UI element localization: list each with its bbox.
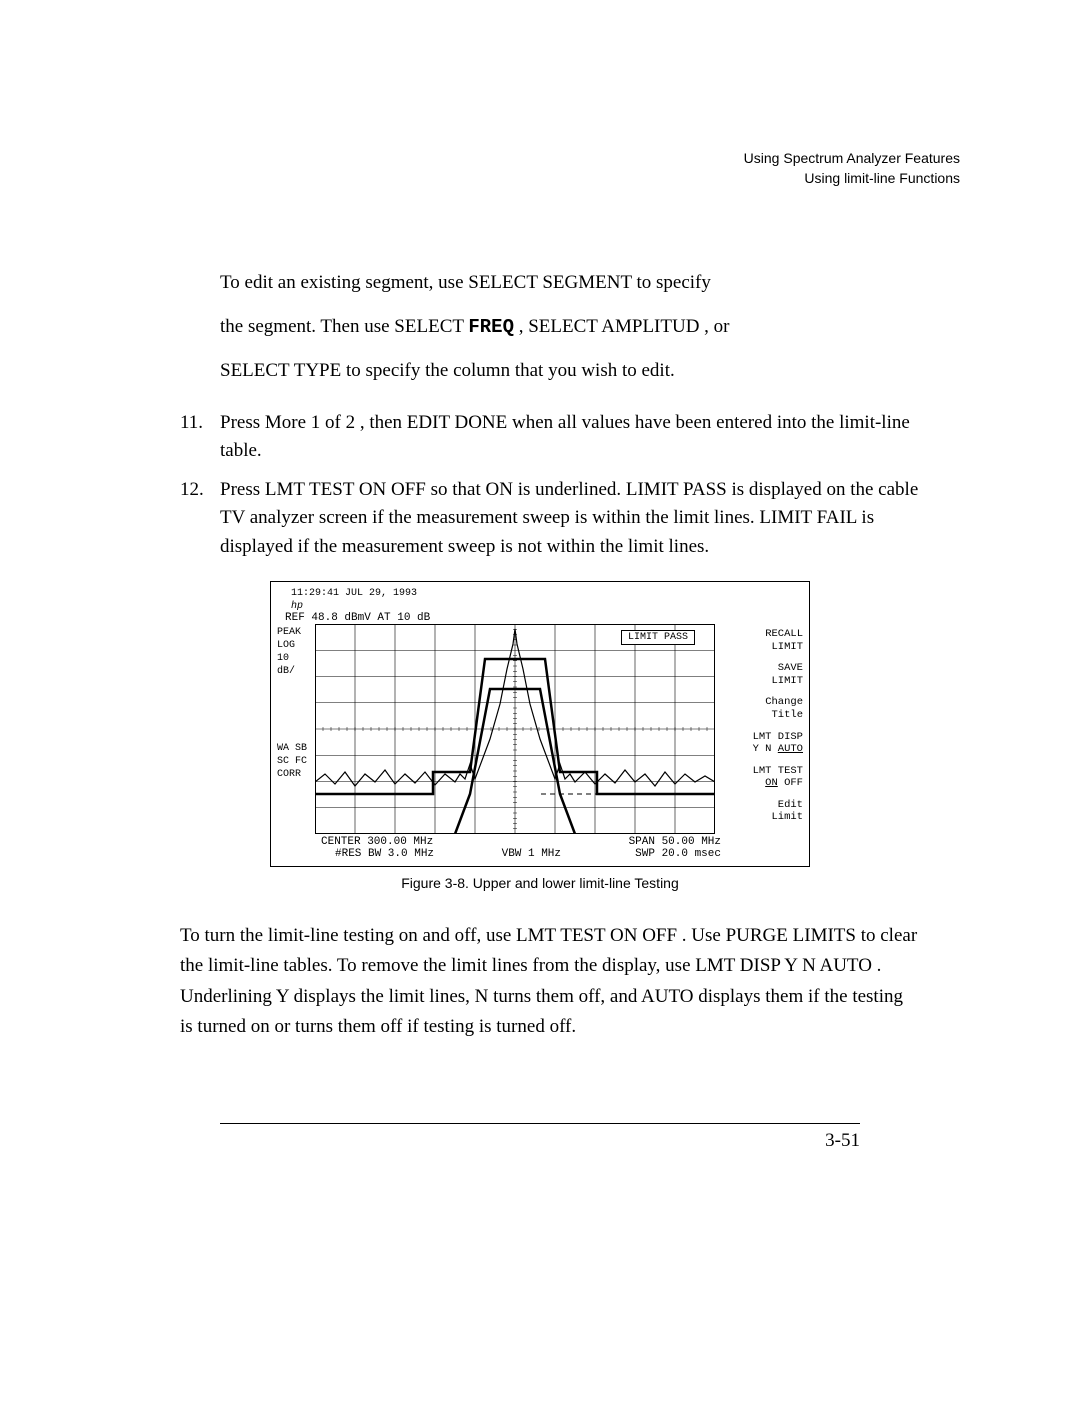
edit-line-2: the segment. Then use SELECT FREQ , SELE… <box>220 310 920 344</box>
page-container: Using Spectrum Analyzer Features Using l… <box>0 0 1080 1212</box>
limit-pass-badge: LIMIT PASS <box>621 630 695 645</box>
turn-off-text: To turn the limit-line testing on and of… <box>180 921 920 1043</box>
label-db: dB/ <box>277 665 315 678</box>
analyzer-plot: LIMIT PASS <box>315 624 715 834</box>
analyzer-timestamp: 11:29:41 JUL 29, 1993 hp <box>291 588 803 610</box>
bottom-left: CENTER 300.00 MHz #RES BW 3.0 MHz <box>321 836 434 860</box>
figure-wrap: 11:29:41 JUL 29, 1993 hp REF 48.8 dBmV A… <box>120 581 960 867</box>
hp-logo-icon: hp <box>291 601 303 612</box>
plot-svg <box>315 624 715 834</box>
edit-line-3: SELECT TYPE to specify the column that y… <box>220 354 920 388</box>
analyzer-softkey-menu: RECALL LIMIT SAVE LIMIT Change Title LMT… <box>723 624 803 834</box>
page-number: 3-51 <box>120 1130 860 1152</box>
label-scfc: SC FC <box>277 755 315 768</box>
analyzer-left-labels: PEAK LOG 10 dB/ WA SB SC FC CORR <box>277 624 315 834</box>
analyzer-body: PEAK LOG 10 dB/ WA SB SC FC CORR LIMIT P… <box>277 624 803 834</box>
edit-line-2a: the segment. Then use SELECT <box>220 316 468 337</box>
figure-caption: Figure 3-8. Upper and lower limit-line T… <box>120 875 960 891</box>
label-corr: CORR <box>277 768 315 781</box>
footer-rule <box>220 1123 860 1124</box>
numbered-list: 11. Press More 1 of 2 , then EDIT DONE w… <box>180 409 920 562</box>
list-text-11: Press More 1 of 2 , then EDIT DONE when … <box>220 409 920 466</box>
lmt-disp-yn: Y N <box>753 743 778 755</box>
label-10: 10 <box>277 652 315 665</box>
list-text-12: Press LMT TEST ON OFF so that ON is unde… <box>220 476 920 562</box>
freq-keyword: FREQ <box>468 316 514 338</box>
header-line-1: Using Spectrum Analyzer Features <box>120 150 960 166</box>
lmt-test-label: LMT TEST <box>753 765 803 777</box>
lmt-test-off: OFF <box>778 777 803 789</box>
softkey-change-title[interactable]: Change Title <box>727 696 803 721</box>
swp: SWP 20.0 msec <box>629 848 721 860</box>
vbw: VBW 1 MHz <box>502 848 561 860</box>
label-log: LOG <box>277 639 315 652</box>
center-freq: CENTER 300.00 MHz <box>321 836 434 848</box>
list-item-11: 11. Press More 1 of 2 , then EDIT DONE w… <box>180 409 920 466</box>
label-peak: PEAK <box>277 626 315 639</box>
timestamp-text: 11:29:41 JUL 29, 1993 <box>291 588 417 599</box>
list-item-12: 12. Press LMT TEST ON OFF so that ON is … <box>180 476 920 562</box>
analyzer-bottom-readout: CENTER 300.00 MHz #RES BW 3.0 MHz VBW 1 … <box>321 836 721 860</box>
lmt-disp-auto: AUTO <box>778 743 803 755</box>
label-wasb: WA SB <box>277 742 315 755</box>
analyzer-screenshot: 11:29:41 JUL 29, 1993 hp REF 48.8 dBmV A… <box>270 581 810 867</box>
list-number-12: 12. <box>180 476 220 562</box>
softkey-recall-limit[interactable]: RECALL LIMIT <box>727 628 803 653</box>
analyzer-ref-line: REF 48.8 dBmV AT 10 dB <box>285 612 803 624</box>
bottom-right: SPAN 50.00 MHz SWP 20.0 msec <box>629 836 721 860</box>
lmt-disp-label: LMT DISP <box>753 731 803 743</box>
res-bw: #RES BW 3.0 MHz <box>335 848 434 860</box>
softkey-lmt-test[interactable]: LMT TEST ON OFF <box>727 765 803 790</box>
span: SPAN 50.00 MHz <box>629 836 721 848</box>
turn-off-paragraph: To turn the limit-line testing on and of… <box>180 921 920 1043</box>
plot-column: LIMIT PASS <box>315 624 723 834</box>
edit-line-1: To edit an existing segment, use SELECT … <box>220 266 920 300</box>
edit-segment-paragraph: To edit an existing segment, use SELECT … <box>220 266 920 389</box>
softkey-edit-limit[interactable]: Edit Limit <box>727 799 803 824</box>
edit-line-2c: , SELECT AMPLITUD , or <box>514 316 730 337</box>
page-header: Using Spectrum Analyzer Features Using l… <box>120 150 960 186</box>
header-line-2: Using limit-line Functions <box>120 170 960 186</box>
bottom-mid: VBW 1 MHz <box>502 848 561 860</box>
softkey-lmt-disp[interactable]: LMT DISP Y N AUTO <box>727 731 803 756</box>
softkey-save-limit[interactable]: SAVE LIMIT <box>727 662 803 687</box>
list-number-11: 11. <box>180 409 220 466</box>
lmt-test-on: ON <box>765 777 778 789</box>
